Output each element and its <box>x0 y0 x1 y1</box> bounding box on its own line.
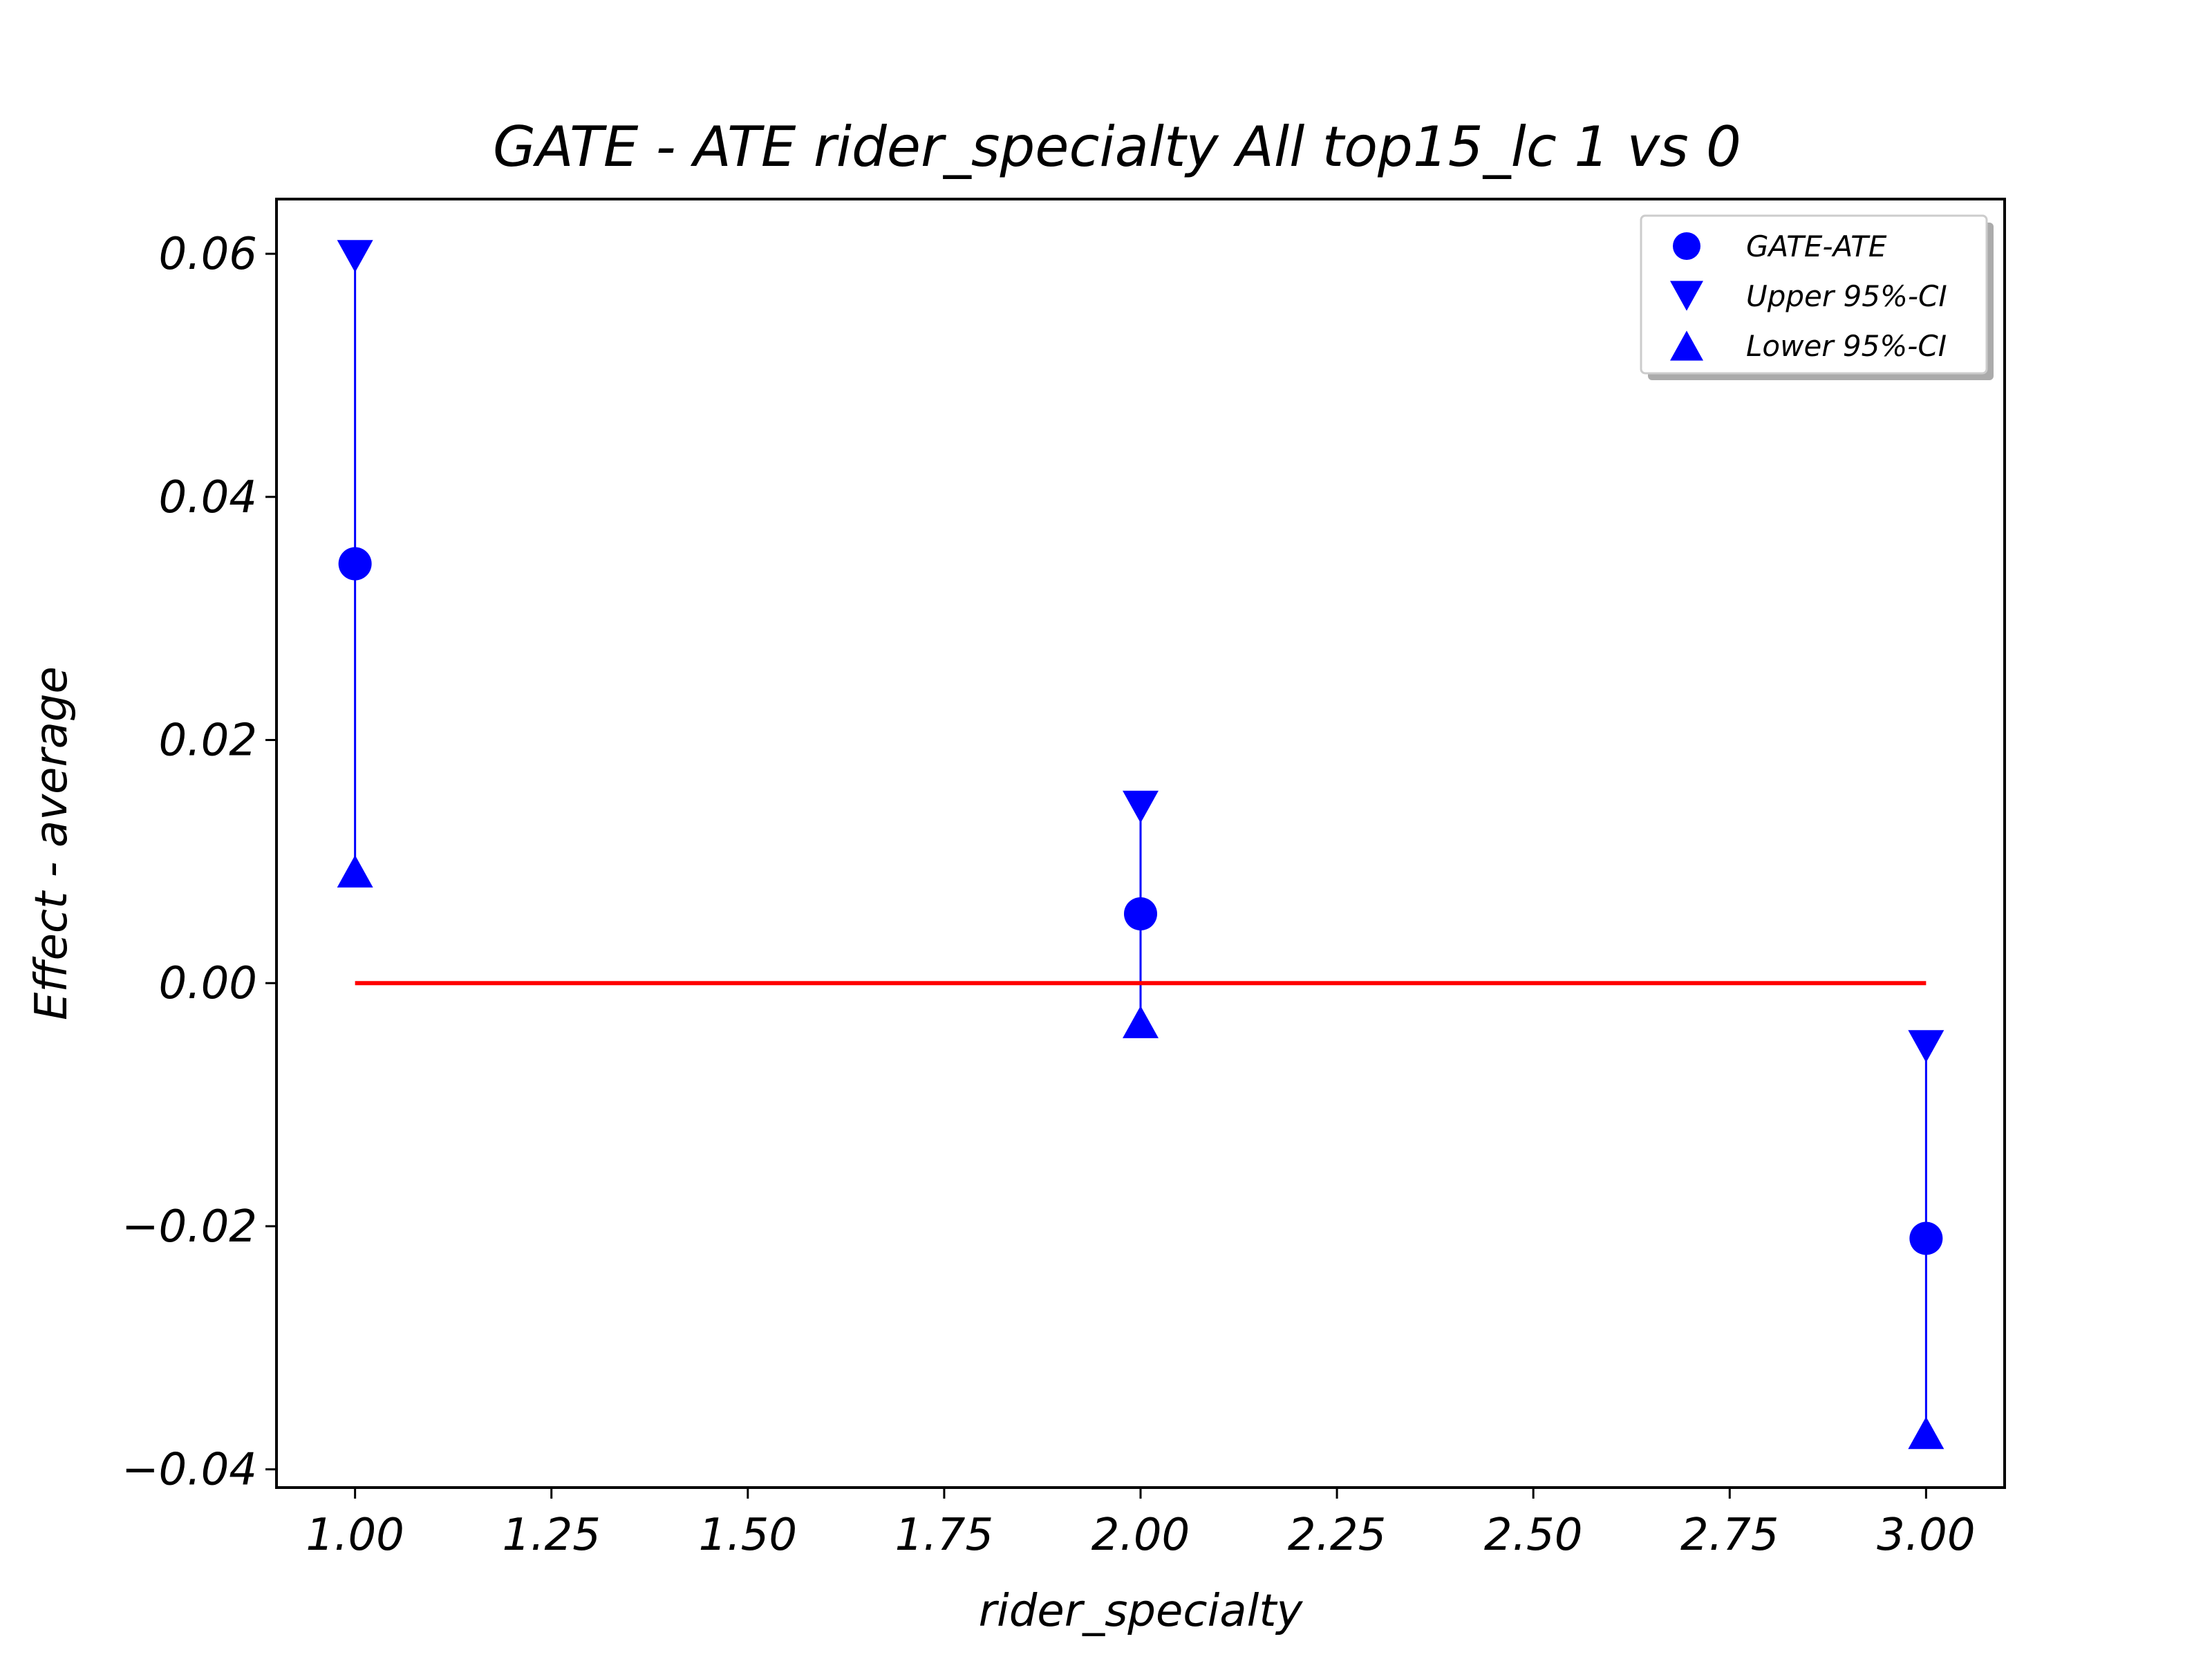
y-tick-label: −0.02 <box>122 1201 257 1253</box>
x-tick-label: 1.75 <box>895 1510 994 1561</box>
x-tick-label: 2.75 <box>1680 1510 1779 1561</box>
y-tick-label: −0.04 <box>122 1445 257 1496</box>
upper-ci-marker <box>337 240 373 273</box>
legend: GATE-ATE Upper 95%-CI Lower 95%-CI <box>1640 214 1994 380</box>
lower-ci-marker <box>337 855 373 888</box>
gate-ate-point <box>1909 1221 1943 1255</box>
x-tick-label: 3.00 <box>1877 1510 1976 1561</box>
legend-box <box>1640 214 1988 375</box>
y-tick-label: 0.02 <box>159 715 258 767</box>
gate-ate-point <box>1124 897 1157 930</box>
y-tick-label: 0.00 <box>159 958 258 1009</box>
chart-title: GATE - ATE rider_specialty All top15_lc … <box>493 115 1741 179</box>
y-tick-label: 0.04 <box>159 472 258 523</box>
legend-triangle-marker <box>1670 330 1703 361</box>
x-tick-label: 2.25 <box>1288 1510 1387 1561</box>
legend-circle-marker <box>1673 232 1700 260</box>
lower-ci-marker <box>1908 1416 1944 1450</box>
upper-ci-marker <box>1908 1030 1944 1063</box>
x-axis-label: rider_specialty <box>979 1586 1304 1637</box>
legend-label: Lower 95%-CI <box>1746 329 1947 363</box>
x-tick-label: 1.50 <box>699 1510 798 1561</box>
gate-ate-point <box>338 547 372 581</box>
legend-label: Upper 95%-CI <box>1746 279 1947 313</box>
y-axis: −0.04 −0.02 0.00 0.02 0.04 0.06 <box>122 229 276 1496</box>
legend-label: GATE-ATE <box>1746 229 1887 263</box>
y-tick-label: 0.06 <box>159 229 258 280</box>
x-tick-label: 2.00 <box>1091 1510 1190 1561</box>
x-axis: 1.00 1.25 1.50 1.75 2.00 2.25 2.50 2.75 3.00 <box>306 1488 1976 1561</box>
y-axis-label: Effect - average <box>26 666 77 1020</box>
x-tick-label: 1.00 <box>306 1510 404 1561</box>
lower-ci-marker <box>1123 1006 1159 1038</box>
plot-area <box>337 240 1944 1450</box>
x-tick-label: 1.25 <box>502 1510 601 1561</box>
legend-triangle-marker <box>1670 281 1703 311</box>
x-tick-label: 2.50 <box>1484 1510 1583 1561</box>
upper-ci-marker <box>1123 790 1159 823</box>
